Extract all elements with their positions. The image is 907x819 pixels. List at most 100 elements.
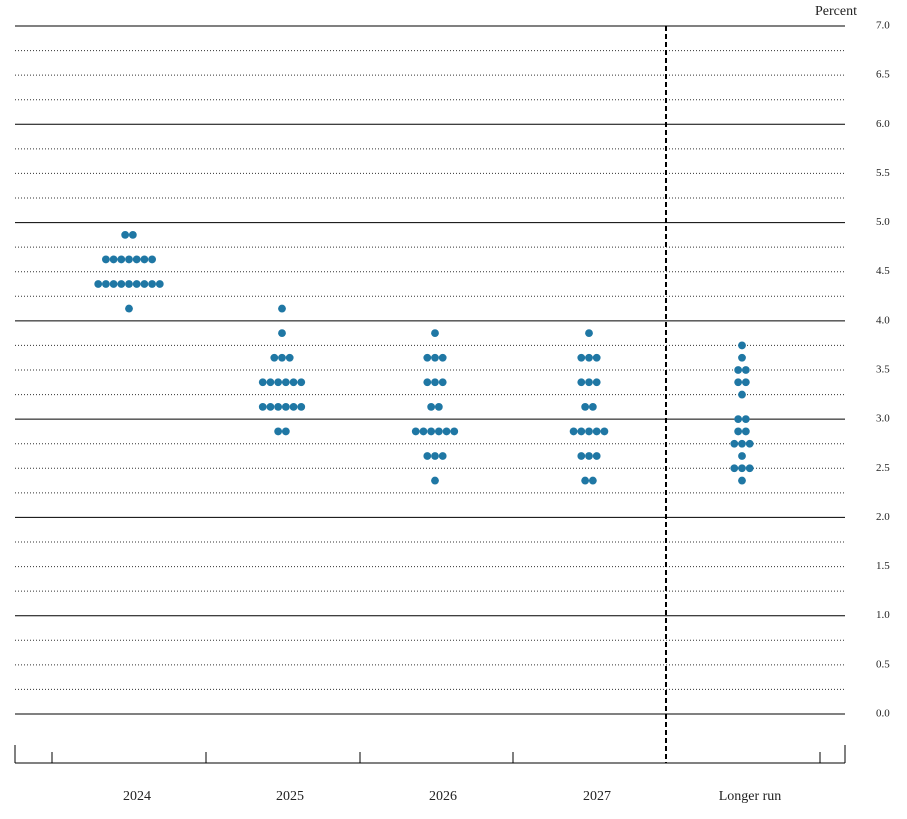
dot-group <box>427 402 443 411</box>
x-tick-label: 2025 <box>276 789 304 804</box>
dot-group <box>577 452 601 460</box>
dot <box>734 427 743 436</box>
dot <box>585 353 593 362</box>
dot <box>125 255 133 264</box>
dot <box>431 329 439 338</box>
dot-group <box>734 378 750 387</box>
y-tick-label: 7.0 <box>876 20 890 32</box>
dot <box>297 378 306 387</box>
dot-group <box>125 304 133 313</box>
dot <box>738 476 746 485</box>
dot <box>730 464 739 473</box>
dot <box>121 230 130 239</box>
dot-group <box>278 329 286 338</box>
dot-group <box>569 427 609 436</box>
dot-group <box>431 476 439 485</box>
dot-group <box>258 402 306 411</box>
x-tick-label: 2024 <box>123 789 151 804</box>
dot <box>738 439 746 448</box>
dot <box>738 464 746 473</box>
dot <box>427 427 436 436</box>
dot <box>109 280 118 288</box>
dot <box>577 353 586 362</box>
dot <box>745 439 754 448</box>
dot <box>423 378 432 387</box>
dot-group <box>102 255 157 264</box>
dot <box>438 378 447 387</box>
y-axis-label: Percent <box>815 4 857 19</box>
x-tick-label: Longer run <box>719 789 782 804</box>
dot <box>140 255 149 264</box>
dot-group <box>738 390 746 399</box>
dot <box>266 402 275 411</box>
dot <box>450 427 459 436</box>
dot <box>278 329 286 338</box>
dot-group <box>738 452 746 460</box>
dot <box>125 280 133 288</box>
dot <box>741 378 750 387</box>
dot <box>585 452 593 460</box>
dot <box>569 427 578 436</box>
dot <box>741 427 750 436</box>
dot <box>117 255 126 264</box>
y-tick-label: 2.0 <box>876 511 890 523</box>
dot-group <box>585 329 593 338</box>
dot <box>730 439 739 448</box>
dot <box>581 402 590 411</box>
dot <box>734 415 743 424</box>
y-tick-label: 5.0 <box>876 216 890 228</box>
dot-group <box>278 304 286 313</box>
dot <box>438 353 447 362</box>
dot <box>431 476 439 485</box>
y-tick-label: 4.0 <box>876 314 890 326</box>
dot <box>738 341 746 350</box>
dot <box>423 353 432 362</box>
dot <box>588 476 597 485</box>
dot-group <box>738 341 746 350</box>
dot <box>734 366 743 374</box>
dot <box>431 353 439 362</box>
dot <box>431 378 439 387</box>
dot <box>745 464 754 473</box>
dot <box>741 415 750 424</box>
y-tick-label: 3.0 <box>876 413 890 425</box>
dot-group <box>258 378 306 387</box>
dot-group <box>581 476 597 485</box>
dot <box>140 280 149 288</box>
dot <box>278 353 286 362</box>
x-tick-label: 2027 <box>583 789 611 804</box>
dot <box>289 402 298 411</box>
dot <box>258 402 267 411</box>
dot <box>289 378 298 387</box>
dot <box>581 476 590 485</box>
dot <box>132 280 141 288</box>
dot <box>592 452 601 460</box>
dot <box>600 427 609 436</box>
dot <box>577 452 586 460</box>
dot <box>117 280 126 288</box>
dot <box>148 280 157 288</box>
dot <box>281 378 290 387</box>
dot <box>442 427 451 436</box>
dot <box>585 329 593 338</box>
dot <box>128 230 137 239</box>
dot <box>738 390 746 399</box>
dot <box>102 280 110 288</box>
dot-group <box>734 415 750 424</box>
dot <box>577 378 586 387</box>
y-tick-label: 6.5 <box>876 69 890 81</box>
dot <box>434 402 443 411</box>
grid <box>15 25 845 715</box>
dot <box>281 402 290 411</box>
dot <box>281 427 290 436</box>
dot-group <box>121 230 137 239</box>
dot <box>438 452 447 460</box>
y-tick-label: 1.5 <box>876 560 890 572</box>
y-tick-label: 2.5 <box>876 462 890 474</box>
x-tick-label: 2026 <box>429 789 457 804</box>
dot <box>738 353 746 362</box>
dot-group <box>730 439 754 448</box>
dot <box>155 280 164 288</box>
dot-group <box>411 427 459 436</box>
dot <box>585 378 593 387</box>
